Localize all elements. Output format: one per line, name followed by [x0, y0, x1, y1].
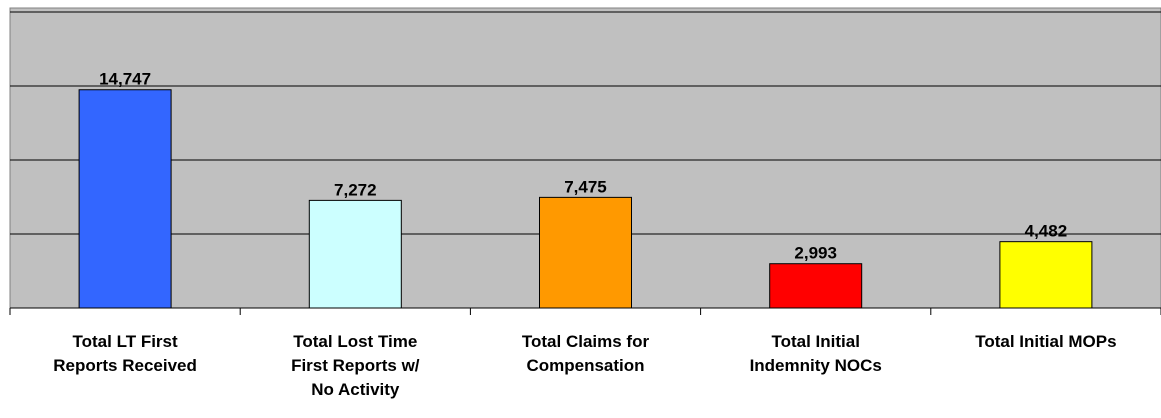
x-tick-label: Total Initial Indemnity NOCs	[749, 332, 882, 375]
bar	[78, 89, 172, 309]
x-tick-label: Total Claims for Compensation	[521, 332, 650, 375]
data-label: 4,482	[1025, 222, 1068, 241]
x-tick-label: Total Initial MOPs	[975, 332, 1117, 351]
bar	[769, 263, 863, 309]
bar	[539, 196, 632, 309]
data-label: 7,272	[334, 180, 377, 199]
data-label: 14,747	[99, 70, 151, 89]
x-tick-label: Total Lost Time First Reports w/ No Acti…	[291, 332, 420, 399]
x-tick-label: Total LT First Reports Received	[53, 332, 197, 375]
data-label: 7,475	[564, 177, 607, 196]
bar	[308, 199, 402, 309]
bar	[999, 241, 1093, 309]
data-label: 2,993	[794, 244, 837, 263]
